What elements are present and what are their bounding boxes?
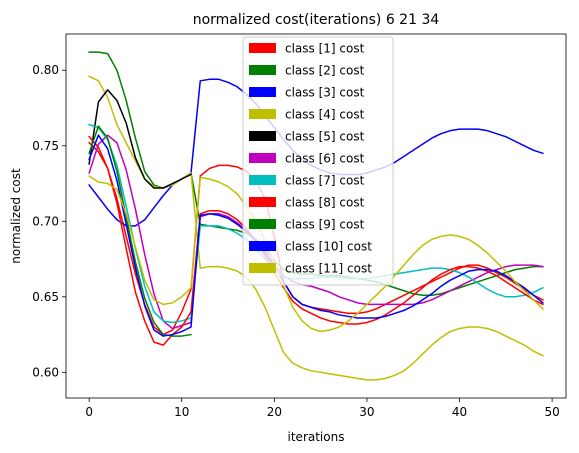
chart-title: normalized cost(iterations) 6 21 34: [193, 12, 440, 28]
legend-label: class [4] cost: [285, 108, 365, 122]
series-line-11: [88, 174, 544, 333]
legend-label: class [9] cost: [285, 218, 365, 232]
legend: class [1] cost class [2] cost class [3] co…: [242, 36, 394, 286]
y-tick-label: 0.70: [32, 214, 59, 228]
y-tick-label: 0.60: [32, 365, 59, 379]
series-line-10: [88, 134, 544, 337]
legend-frame: [242, 36, 394, 286]
legend-label: class [1] cost: [285, 42, 365, 56]
x-tick-label: 30: [359, 405, 374, 419]
legend-swatch: [249, 109, 276, 119]
legend-swatch: [249, 175, 276, 185]
y-tick-label: 0.75: [32, 139, 59, 153]
series-line-5: [88, 89, 193, 189]
y-tick-label: 0.65: [32, 290, 59, 304]
x-tick-label: 0: [85, 405, 93, 419]
axes-frame: [65, 33, 567, 399]
series-line-8: [88, 135, 544, 346]
legend-swatch: [249, 219, 276, 229]
legend-label: class [5] cost: [285, 130, 365, 144]
x-tick-label: 20: [267, 405, 282, 419]
axes-layer: 0 10 20 30 40 50 0.60 0.65 0.70 0.75 0.80: [32, 33, 567, 419]
legend-label: class [10] cost: [285, 240, 372, 254]
legend-label: class [11] cost: [285, 262, 372, 276]
legend-swatch: [249, 131, 276, 141]
legend-label: class [8] cost: [285, 196, 365, 210]
legend-swatch: [249, 43, 276, 53]
series-line-6: [88, 134, 544, 330]
x-axis-label: iterations: [288, 430, 345, 444]
legend-label: class [3] cost: [285, 86, 365, 100]
legend-label: class [7] cost: [285, 174, 365, 188]
legend-swatch: [249, 65, 276, 75]
legend-swatch: [249, 197, 276, 207]
series-line-9: [88, 125, 192, 337]
x-tick-label: 50: [544, 405, 559, 419]
x-tick-label: 10: [174, 405, 189, 419]
legend-swatch: [249, 263, 276, 273]
legend-swatch: [249, 87, 276, 97]
y-tick-label: 0.80: [32, 63, 59, 77]
legend-swatch: [249, 153, 276, 163]
x-tick-label: 40: [452, 405, 467, 419]
legend-swatch: [249, 241, 276, 251]
legend-label: class [2] cost: [285, 64, 365, 78]
y-axis-label: normalized cost: [9, 168, 23, 264]
legend-label: class [6] cost: [285, 152, 365, 166]
